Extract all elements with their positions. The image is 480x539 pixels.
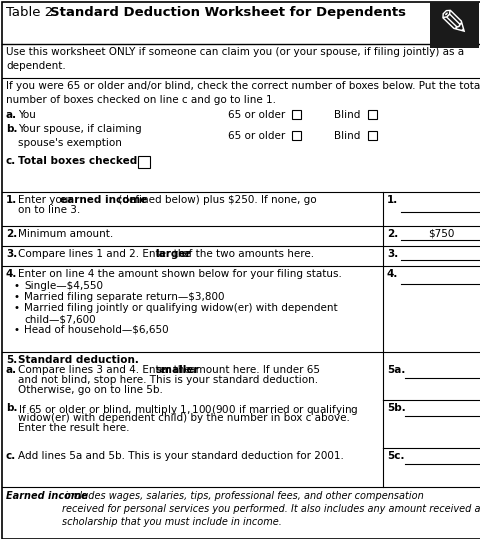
Text: b.: b. (6, 403, 17, 413)
Text: Blind: Blind (333, 110, 360, 120)
Text: Enter on line 4 the amount shown below for your filing status.: Enter on line 4 the amount shown below f… (18, 269, 341, 279)
Text: 2.: 2. (6, 229, 17, 239)
Bar (367, 131, 376, 140)
Text: on to line 3.: on to line 3. (18, 205, 80, 215)
Text: If 65 or older or blind, multiply $1,100 ($900 if married or qualifying: If 65 or older or blind, multiply $1,100… (18, 403, 358, 417)
Text: Add lines 5a and 5b. This is your standard deduction for 2001.: Add lines 5a and 5b. This is your standa… (18, 451, 343, 461)
Text: includes wages, salaries, tips, professional fees, and other compensation
receiv: includes wages, salaries, tips, professi… (62, 491, 480, 527)
Text: 4.: 4. (386, 269, 397, 279)
Text: Single—$4,550: Single—$4,550 (24, 281, 103, 291)
Text: 65 or older: 65 or older (228, 131, 285, 141)
Text: Enter your: Enter your (18, 195, 76, 205)
Text: 3.: 3. (386, 249, 397, 259)
Text: Blind: Blind (333, 131, 360, 141)
Text: $750: $750 (427, 229, 453, 239)
Text: widow(er) with dependent child) by the number in box c above.: widow(er) with dependent child) by the n… (18, 413, 349, 423)
Text: 5c.: 5c. (386, 451, 404, 461)
Bar (138, 156, 150, 168)
Text: 65 or older: 65 or older (228, 110, 285, 120)
Text: Standard deduction.: Standard deduction. (18, 355, 139, 365)
Text: Head of household—$6,650: Head of household—$6,650 (24, 325, 168, 335)
Text: Married filing separate return—$3,800: Married filing separate return—$3,800 (24, 292, 224, 302)
Text: b.: b. (6, 124, 17, 134)
Text: Total boxes checked: Total boxes checked (18, 156, 137, 166)
Text: Enter the result here.: Enter the result here. (18, 423, 129, 433)
Text: Table 2.: Table 2. (6, 6, 57, 19)
Text: Compare lines 1 and 2. Enter the: Compare lines 1 and 2. Enter the (18, 249, 193, 259)
Text: of the two amounts here.: of the two amounts here. (179, 249, 313, 259)
Text: Compare lines 3 and 4. Enter the: Compare lines 3 and 4. Enter the (18, 365, 193, 375)
Text: earned income: earned income (60, 195, 147, 205)
Text: •: • (14, 292, 20, 302)
Text: child—$7,600: child—$7,600 (24, 314, 96, 324)
Text: •: • (14, 281, 20, 291)
Text: Standard Deduction Worksheet for Dependents: Standard Deduction Worksheet for Depende… (50, 6, 405, 19)
Text: smaller: smaller (156, 365, 199, 375)
Text: Your spouse, if claiming
spouse's exemption: Your spouse, if claiming spouse's exempt… (18, 124, 141, 148)
Text: 5a.: 5a. (386, 365, 405, 375)
Text: 1.: 1. (6, 195, 17, 205)
Text: 5.: 5. (6, 355, 17, 365)
Text: ✎: ✎ (438, 8, 468, 42)
Text: c.: c. (6, 156, 16, 166)
Text: 5b.: 5b. (386, 403, 405, 413)
Text: 1.: 1. (386, 195, 397, 205)
Text: If you were 65 or older and/or blind, check the correct number of boxes below. P: If you were 65 or older and/or blind, ch… (6, 81, 480, 105)
Text: Minimum amount.: Minimum amount. (18, 229, 113, 239)
Text: 2.: 2. (386, 229, 397, 239)
Bar (429, 2, 478, 48)
Text: amount here. If under 65: amount here. If under 65 (186, 365, 319, 375)
Text: 3.: 3. (6, 249, 17, 259)
Text: Use this worksheet ONLY if someone can claim you (or your spouse, if filing join: Use this worksheet ONLY if someone can c… (6, 47, 463, 71)
Text: c.: c. (6, 451, 16, 461)
Text: •: • (14, 303, 20, 313)
Text: •: • (14, 325, 20, 335)
Text: Married filing jointly or qualifying widow(er) with dependent: Married filing jointly or qualifying wid… (24, 303, 337, 313)
Bar (291, 131, 300, 140)
Text: larger: larger (155, 249, 190, 259)
Text: Earned income: Earned income (6, 491, 87, 501)
Text: and not blind, stop here. This is your standard deduction.: and not blind, stop here. This is your s… (18, 375, 317, 385)
Text: a.: a. (6, 110, 17, 120)
Text: You: You (18, 110, 36, 120)
Text: Otherwise, go on to line 5b.: Otherwise, go on to line 5b. (18, 385, 163, 395)
Text: (defined below) plus $250. If none, go: (defined below) plus $250. If none, go (115, 195, 316, 205)
Bar (367, 110, 376, 119)
Text: a.: a. (6, 365, 17, 375)
Text: 4.: 4. (6, 269, 17, 279)
Bar (291, 110, 300, 119)
